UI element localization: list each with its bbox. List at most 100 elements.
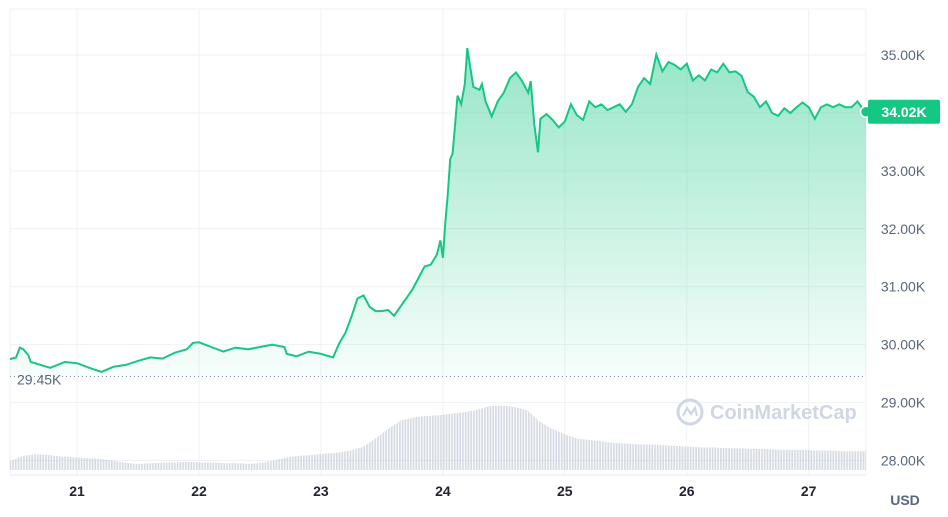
volume-bar: [189, 461, 191, 470]
volume-bar: [384, 431, 386, 470]
volume-bar: [546, 425, 548, 470]
watermark: CoinMarketCap: [676, 398, 857, 426]
volume-bar: [32, 454, 34, 470]
last-price-badge: 34.02K: [868, 99, 940, 124]
volume-bar: [647, 444, 649, 470]
volume-bar: [572, 436, 573, 470]
volume-bar: [826, 450, 828, 470]
volume-bar: [172, 462, 174, 470]
volume-bar: [395, 423, 397, 470]
volume-bar: [663, 445, 664, 470]
price-line: [9, 47, 867, 373]
volume-bar: [155, 462, 156, 470]
volume-bar: [776, 449, 778, 470]
volume-bar: [759, 449, 760, 470]
volume-bar: [359, 447, 361, 470]
volume-bar: [767, 449, 768, 470]
volume-bar: [325, 453, 326, 470]
volume-bar: [702, 447, 704, 470]
volume-bar: [313, 454, 315, 470]
volume-bar: [46, 454, 48, 470]
volume-bar: [62, 456, 63, 470]
volume-bar: [219, 462, 221, 470]
volume-bar: [251, 463, 252, 470]
volume-bar: [537, 419, 539, 470]
volume-bar: [340, 452, 342, 470]
volume-bar: [258, 462, 260, 470]
volume-bar: [450, 413, 452, 470]
volume-bar: [290, 456, 292, 470]
volume-bar: [740, 448, 742, 470]
volume-bar: [43, 454, 45, 470]
volume-bar: [403, 419, 405, 470]
volume-bar: [553, 429, 554, 470]
volume-bar: [855, 451, 856, 470]
volume-bar: [817, 450, 819, 470]
volume-bar: [351, 450, 353, 470]
volume-bar: [650, 444, 652, 470]
volume-bar: [809, 450, 811, 470]
volume-bar: [509, 406, 510, 470]
volume-bar: [208, 462, 210, 470]
volume-bar: [735, 448, 737, 470]
volume-bar: [433, 415, 435, 470]
volume-bar: [501, 405, 502, 470]
volume-bar: [797, 449, 798, 470]
volume-bar: [30, 454, 32, 470]
volume-bar: [449, 413, 450, 470]
volume-bar: [636, 444, 638, 470]
x-axis: 21 22 23 24 25 26 27: [69, 483, 816, 499]
volume-bar: [620, 443, 622, 470]
volume-bar: [858, 451, 860, 470]
volume-bar: [55, 455, 57, 470]
volume-bar: [211, 462, 213, 470]
volume-bar: [600, 441, 602, 470]
volume-bar: [398, 421, 400, 470]
volume-bar: [422, 416, 424, 470]
volume-bar: [633, 444, 635, 470]
volume-bar: [229, 463, 230, 470]
volume-bar: [205, 462, 207, 470]
volume-bar: [828, 450, 830, 470]
volume-bar: [671, 445, 672, 470]
volume-bar: [354, 449, 356, 470]
volume-bar: [628, 443, 630, 470]
volume-bar: [543, 424, 545, 470]
volume-bar: [183, 461, 185, 470]
volume-bar: [595, 440, 597, 470]
volume-bar: [76, 457, 78, 470]
volume-bar: [775, 449, 776, 470]
watermark-text: CoinMarketCap: [710, 402, 857, 424]
volume-bar: [348, 450, 350, 470]
volume-bar: [564, 434, 565, 470]
volume-bar: [534, 417, 535, 470]
volume-bar: [581, 439, 583, 470]
volume-bar: [708, 447, 710, 470]
volume-bar: [151, 463, 153, 470]
volume-bar: [104, 459, 106, 470]
volume-bar: [601, 441, 603, 470]
volume-bar: [831, 450, 833, 470]
volume-bar: [37, 454, 38, 470]
volume-bar: [425, 416, 427, 470]
volume-bar: [682, 446, 683, 470]
volume-bar: [128, 463, 129, 470]
volume-bar: [630, 443, 631, 470]
volume-bar: [469, 411, 471, 470]
volume-bar: [792, 449, 794, 470]
volume-bar: [515, 407, 517, 470]
volume-bar: [657, 444, 658, 470]
volume-bar: [329, 453, 331, 470]
y-tick-label: 28.00K: [881, 453, 926, 469]
volume-bar: [545, 425, 546, 470]
volume-bar: [465, 411, 466, 470]
volume-bar: [815, 450, 817, 470]
volume-bar: [178, 462, 180, 470]
y-tick-label: 32.00K: [881, 221, 926, 237]
volume-bar: [140, 463, 142, 470]
volume-bar: [801, 449, 803, 470]
volume-bar: [753, 449, 754, 470]
volume-bar: [748, 448, 749, 470]
last-price-label: 34.02K: [881, 104, 926, 120]
volume-bar: [466, 411, 468, 470]
